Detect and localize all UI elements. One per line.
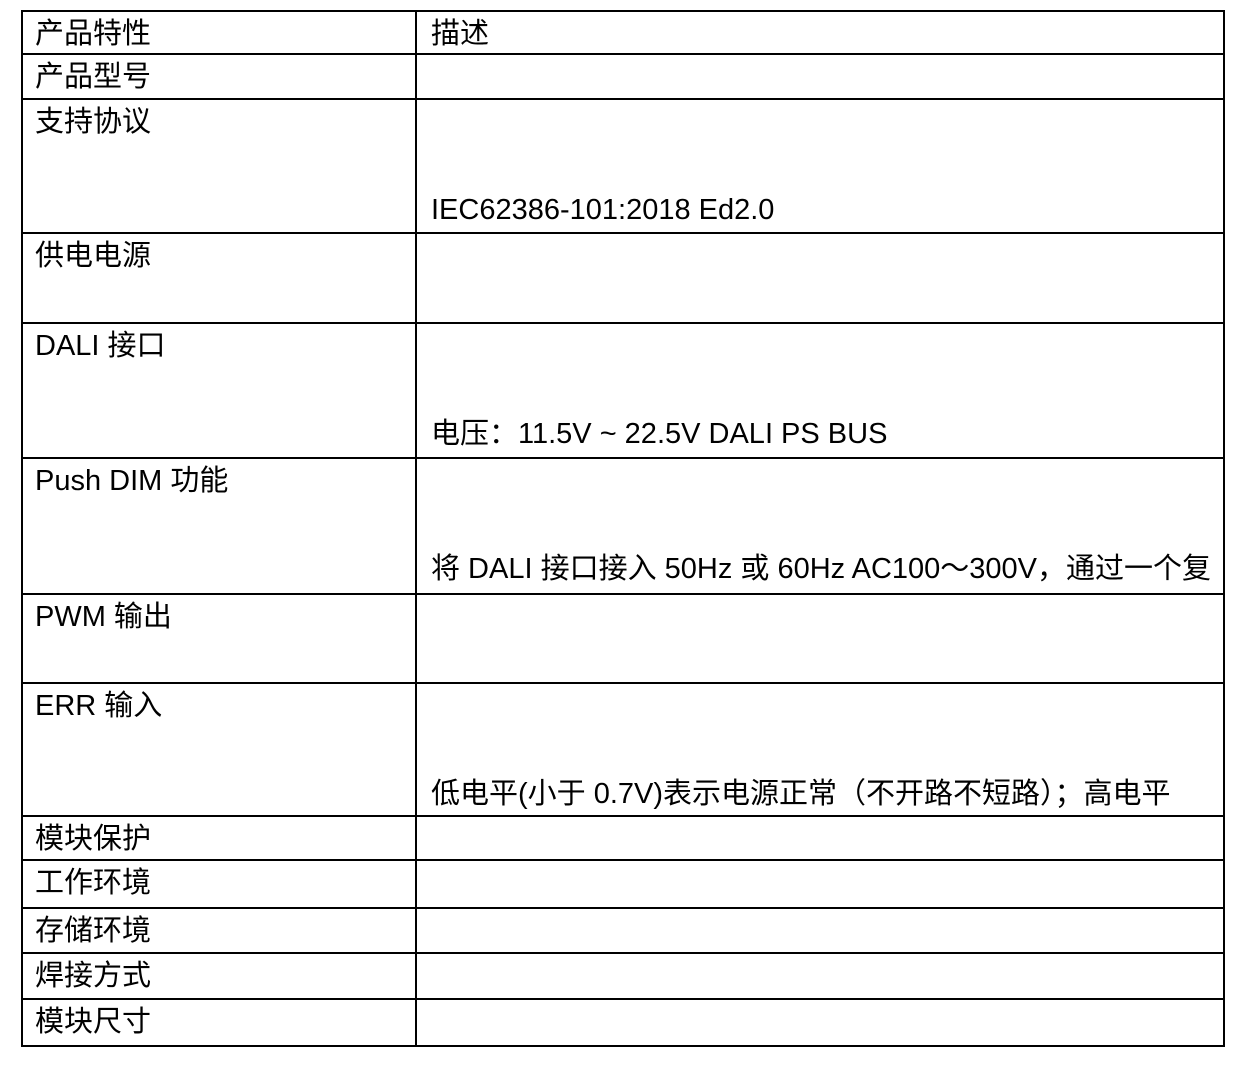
row-label: 存储环境: [23, 909, 417, 952]
table-row-dali-interface: DALI 接口 电压：11.5V ~ 22.5V DALI PS BUS 电流：…: [23, 324, 1223, 459]
table-header-row: 产品特性 描述: [23, 12, 1223, 55]
cell-line: 将 DALI 接口接入 50Hz 或 60Hz AC100～300V，通过一个复…: [431, 553, 1212, 585]
row-value: DC +8V ~ +15V （纹波小于 200mV） >15mA: [417, 234, 1223, 322]
table-row-module-dimensions: 模块尺寸 长 31.5mm，高 17.3mm，PCB 板厚 1.2mm: [23, 1000, 1223, 1045]
table-row-soldering-method: 焊接方式 金手指，焊接: [23, 954, 1223, 1000]
table-row-model: 产品型号 RK-DALI2-V3 （瑞萨单片机）: [23, 55, 1223, 100]
product-spec-table: 产品特性 描述 产品型号 RK-DALI2-V3 （瑞萨单片机） 支持协议 IE…: [21, 10, 1225, 1047]
table-row-storage-environment: 存储环境 温度-40℃~+80℃ 湿度：8%-90%: [23, 909, 1223, 954]
row-value: RK-DALI2-V3 （瑞萨单片机）: [417, 55, 1223, 98]
row-label: 产品型号: [23, 55, 417, 98]
table-row-power-supply: 供电电源 DC +8V ~ +15V （纹波小于 200mV） >15mA: [23, 234, 1223, 324]
header-description: 描述: [431, 18, 490, 50]
row-label: 支持协议: [23, 100, 417, 232]
row-label: ERR 输入: [23, 684, 417, 815]
cell-line: 电压：11.5V ~ 22.5V DALI PS BUS: [431, 418, 888, 450]
table-row-module-protection: 模块保护 DALI 接口 260V 高压保护: [23, 817, 1223, 861]
row-label: 模块保护: [23, 817, 417, 859]
row-label: Push DIM 功能: [23, 459, 417, 593]
table-row-operating-environment: 工作环境 温度-40℃~+80℃ 湿度：8%-70%: [23, 861, 1223, 909]
cell-line: 低电平(小于 0.7V)表示电源正常（不开路不短路）；高电平（3.3V-5V）表…: [431, 778, 1171, 810]
row-value: DALI 接口 260V 高压保护: [417, 817, 1223, 859]
row-label: 工作环境: [23, 861, 417, 907]
row-value: 金手指，焊接: [417, 954, 1223, 998]
row-label: DALI 接口: [23, 324, 417, 457]
table-row-pwm-output: PWM 输出 1 路 PWM (4KHz，5mA)， 最小亮度值 1%: [23, 595, 1223, 684]
table-row-push-dim: Push DIM 功能 将 DALI 接口接入 50Hz 或 60Hz AC10…: [23, 459, 1223, 595]
row-value: 电压：11.5V ~ 22.5V DALI PS BUS 电流：1.3mA 与控…: [417, 324, 1223, 457]
row-value: 温度-40℃~+80℃ 湿度：8%-90%: [417, 909, 1223, 952]
row-value: 长 31.5mm，高 17.3mm，PCB 板厚 1.2mm: [417, 1000, 1223, 1045]
table-row-protocols: 支持协议 IEC62386-101:2018 Ed2.0 IEC62386-10…: [23, 100, 1223, 234]
row-label: 供电电源: [23, 234, 417, 322]
row-value: IEC62386-101:2018 Ed2.0 IEC62386-102-201…: [417, 100, 1223, 232]
cell-line: IEC62386-101:2018 Ed2.0: [431, 194, 775, 226]
row-value: 将 DALI 接口接入 50Hz 或 60Hz AC100～300V，通过一个复…: [417, 459, 1223, 593]
table-row-err-input: ERR 输入 低电平(小于 0.7V)表示电源正常（不开路不短路）；高电平（3.…: [23, 684, 1223, 817]
row-value: 低电平(小于 0.7V)表示电源正常（不开路不短路）；高电平（3.3V-5V）表…: [417, 684, 1223, 815]
row-label: PWM 输出: [23, 595, 417, 682]
row-label: 模块尺寸: [23, 1000, 417, 1045]
row-value: 温度-40℃~+80℃ 湿度：8%-70%: [417, 861, 1223, 907]
header-feature: 产品特性: [23, 12, 417, 53]
row-value: 1 路 PWM (4KHz，5mA)， 最小亮度值 1%: [417, 595, 1223, 682]
row-label: 焊接方式: [23, 954, 417, 998]
